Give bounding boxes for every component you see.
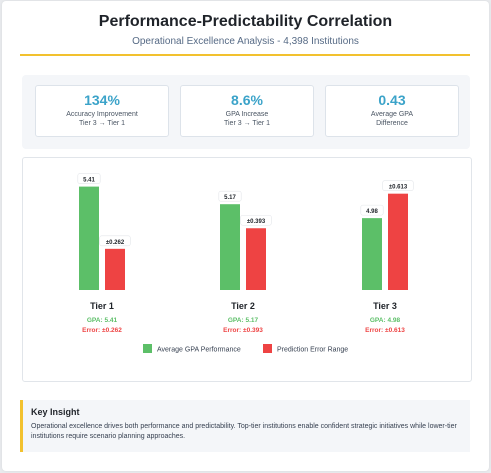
metric-label-line1: Accuracy Improvement	[66, 111, 138, 118]
error-caption: Error: ±0.393	[223, 327, 263, 334]
metric-card-gpa-difference: 0.43 Average GPA Difference	[325, 85, 459, 137]
error-caption: Error: ±0.613	[365, 327, 405, 334]
gpa-bar	[79, 186, 99, 290]
error-bar	[388, 193, 408, 290]
metric-label-line1: GPA Increase	[225, 111, 269, 118]
page-title: Performance-Predictability Correlation	[98, 13, 393, 30]
metric-label-line2: Tier 3 → Tier 1	[223, 120, 271, 127]
legend-swatch-gpa	[143, 344, 152, 353]
category-label: Tier 3	[373, 301, 397, 311]
gpa-value-label: 5.17	[224, 195, 236, 201]
metric-card-accuracy: 134% Accuracy Improvement Tier 3 → Tier …	[35, 85, 169, 137]
legend-label-gpa: Average GPA Performance	[157, 347, 241, 354]
key-insight-box: Key Insight Operational excellence drive…	[20, 400, 470, 452]
gpa-caption: GPA: 5.41	[87, 317, 118, 324]
error-value-label-bg	[382, 180, 414, 191]
error-bar	[246, 228, 266, 290]
gpa-caption: GPA: 4.98	[370, 317, 401, 324]
error-value-label-bg	[99, 235, 131, 247]
title-divider	[20, 54, 470, 56]
metric-value: 8.6%	[231, 92, 263, 108]
error-value-label: ±0.613	[389, 185, 408, 191]
metric-value: 0.43	[378, 92, 406, 108]
metrics-panel: 134% Accuracy Improvement Tier 3 → Tier …	[22, 75, 470, 149]
insight-text: Operational excellence drives both perfo…	[31, 423, 457, 440]
insight-title: Key Insight	[31, 407, 80, 417]
metric-value: 134%	[84, 92, 120, 108]
gpa-value-label-bg	[77, 173, 101, 184]
metric-label-line2: Difference	[376, 120, 408, 127]
category-label: Tier 1	[90, 301, 114, 311]
gpa-bar	[362, 218, 382, 290]
metric-label-line2: Tier 3 → Tier 1	[78, 120, 126, 127]
error-caption: Error: ±0.262	[82, 327, 122, 334]
metric-label-line1: Average GPA	[370, 111, 414, 118]
gpa-value-label-bg	[218, 190, 242, 202]
error-value-label: ±0.393	[247, 219, 266, 225]
gpa-value-label-bg	[360, 204, 384, 216]
error-bar	[105, 248, 125, 290]
category-label: Tier 2	[231, 301, 255, 311]
gpa-bar	[220, 204, 240, 290]
error-value-label-bg	[240, 214, 272, 226]
chart-panel: 5.41 ±0.262 Tier 1 GPA: 5.41 Error: ±0.262 5.…	[22, 157, 472, 382]
legend-label-error: Prediction Error Range	[277, 347, 348, 354]
metric-card-gpa-increase: 8.6% GPA Increase Tier 3 → Tier 1	[180, 85, 314, 137]
bar-chart: 5.41 ±0.262 Tier 1 GPA: 5.41 Error: ±0.262 5.…	[77, 173, 414, 354]
page-subtitle: Operational Excellence Analysis - 4,398 …	[132, 36, 359, 47]
gpa-caption: GPA: 5.17	[228, 317, 259, 324]
error-value-label: ±0.262	[106, 240, 125, 246]
gpa-value-label: 4.98	[366, 209, 378, 215]
legend-swatch-error	[263, 344, 272, 353]
gpa-value-label: 5.41	[83, 178, 95, 184]
